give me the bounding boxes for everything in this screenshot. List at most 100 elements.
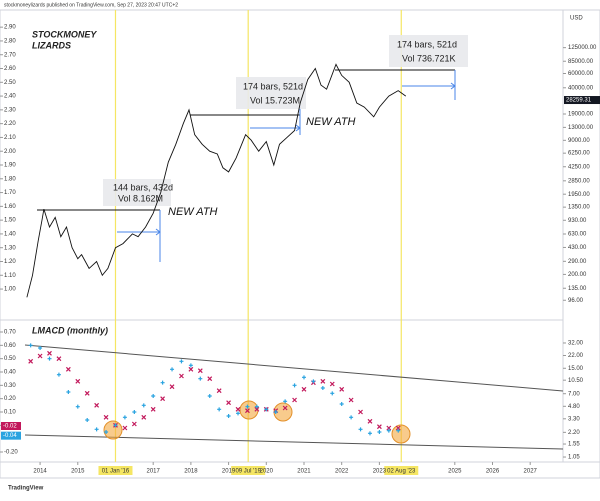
marker: [150, 406, 156, 412]
last-price-tag: [564, 96, 600, 105]
annotation-box: [103, 179, 171, 206]
y2-tick-label: 135.00: [568, 286, 587, 292]
marker: [207, 394, 212, 398]
y-tick-label: 2.00: [4, 149, 16, 155]
marker: [216, 388, 222, 394]
y2-tick-label: 930.00: [568, 218, 587, 224]
marker: [122, 425, 128, 431]
marker: [376, 424, 382, 430]
marker: [264, 407, 269, 412]
marker: [236, 411, 241, 416]
marker: [75, 378, 81, 384]
y-tick-label: 1.90: [4, 163, 16, 169]
y2-unit: USD: [570, 16, 583, 22]
date-marker-box: [384, 466, 419, 475]
x-tick-label: 2017: [147, 469, 161, 475]
y-tick-label: 1.00: [4, 287, 16, 293]
y2-tick-label: 19000.00: [568, 112, 594, 118]
marker: [160, 396, 166, 402]
x-tick-label: 2018: [184, 469, 198, 475]
y-tick-label: 2.40: [4, 94, 16, 100]
annotation: Vol 8.162M: [118, 193, 163, 203]
y2-tick-label: 32.00: [568, 341, 584, 347]
marker: [85, 418, 90, 422]
marker: [396, 428, 401, 433]
last-value-label: -0.04: [3, 433, 17, 439]
marker: [37, 353, 43, 359]
marker: [367, 431, 372, 436]
marker: [132, 410, 137, 414]
highlight: [239, 400, 259, 420]
marker: [367, 418, 373, 424]
y-tick-label: 1.80: [4, 176, 16, 182]
marker: [254, 406, 260, 412]
marker: [28, 343, 33, 348]
marker: [226, 400, 232, 406]
y-tick-label: 2.90: [4, 25, 16, 31]
marker: [38, 346, 43, 350]
marker: [188, 366, 194, 372]
marker: [339, 386, 345, 392]
y2-tick-label: 4.80: [568, 404, 580, 410]
y2-tick-label: 1.05: [568, 455, 580, 461]
marker: [226, 414, 231, 418]
y-tick-label: 2.60: [4, 66, 16, 72]
y2-tick-label: 1950.00: [568, 192, 590, 198]
marker: [47, 350, 52, 356]
marker: [65, 366, 71, 372]
marker: [245, 404, 250, 409]
footer: TradingView: [8, 486, 44, 492]
y-tick-label: 2.10: [4, 135, 16, 141]
marker: [377, 430, 382, 434]
y2-tick-label: 1350.00: [568, 205, 590, 211]
marker: [349, 415, 354, 420]
y-tick-label: 2.80: [4, 39, 16, 45]
marker: [386, 428, 391, 433]
marker: [330, 391, 335, 396]
marker: [386, 425, 392, 431]
range-arrow: [402, 70, 456, 100]
marker: [160, 380, 165, 385]
x-tick-label: 2019: [222, 469, 236, 475]
marker: [75, 404, 80, 409]
annotation: Vol 736.721K: [402, 53, 456, 63]
marker: [358, 427, 363, 432]
y-tick-label: 1.60: [4, 204, 16, 210]
y-tick-label: 1.30: [4, 245, 16, 251]
y2-tick-label: 125000.00: [568, 45, 597, 51]
marker: [141, 403, 146, 408]
marker: [104, 430, 109, 434]
y2-tick-label: 290.00: [568, 259, 587, 265]
last-price-label: 28259.31: [566, 98, 592, 104]
price-line: [26, 63, 407, 298]
y-tick-label: 0.60: [4, 343, 16, 349]
y-tick-label: 2.30: [4, 107, 16, 113]
marker: [282, 405, 288, 411]
range-arrow: [117, 210, 161, 262]
highlight: [103, 420, 123, 440]
marker: [151, 394, 156, 398]
annotation-boxes: [103, 35, 468, 206]
y-tick-label: 0.10: [4, 410, 16, 416]
range-arrows: [117, 70, 456, 262]
x-tick-label: 2026: [486, 469, 500, 475]
marker: [311, 379, 316, 384]
x-tick-label: 2015: [71, 469, 85, 475]
y2-tick-label: 85000.00: [568, 59, 594, 65]
y2-tick-label: 7.00: [568, 391, 580, 397]
chart-title: LIZARDS: [32, 40, 71, 50]
y2-tick-label: 10.50: [568, 378, 584, 384]
y2-tick-label: 200.00: [568, 272, 587, 278]
trend-line: [24, 344, 564, 392]
marker: [254, 404, 259, 409]
marker: [320, 386, 325, 390]
annotation-box: [236, 77, 306, 109]
marker: [66, 390, 71, 394]
date-marker-box: [98, 466, 133, 475]
marker: [28, 358, 34, 364]
date-marker-box: [231, 466, 266, 475]
y-tick-label: 2.70: [4, 52, 16, 58]
marker: [301, 375, 306, 380]
marker: [329, 381, 335, 387]
